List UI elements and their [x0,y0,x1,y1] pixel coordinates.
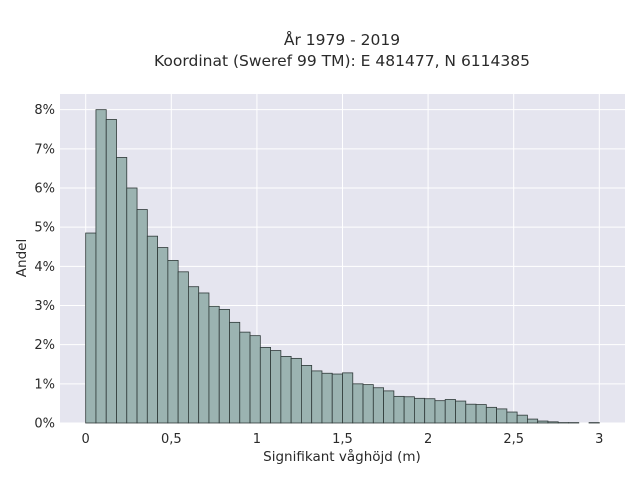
y-tick-label: 4% [34,260,55,275]
histogram-bar [465,403,477,424]
histogram-bar [188,286,200,424]
histogram-bar [116,157,128,424]
y-axis-label: Andel [14,239,30,277]
x-tick-label: 2,5 [503,432,524,447]
histogram-bar [85,232,97,424]
histogram-bar [321,372,333,424]
histogram-bar [290,357,302,424]
histogram-bar [506,411,518,424]
histogram-bar [403,396,415,424]
histogram-bar [157,247,169,424]
histogram-bar [280,356,292,424]
histogram-bar [239,331,251,424]
x-tick-labels: 0 0,5 1 1,5 2 2,5 3 [82,432,604,447]
histogram-bar [95,109,107,424]
histogram-bar [537,420,549,424]
histogram-bar [383,390,395,424]
histogram-bar [229,321,241,424]
bars [85,109,600,424]
histogram-bar [198,292,210,424]
y-tick-label: 1% [34,377,55,392]
histogram-bar [485,406,497,424]
histogram-bar [249,335,261,424]
histogram-bar [331,373,343,424]
histogram-bar [167,260,179,424]
histogram-bar [516,414,528,424]
y-tick-label: 8% [34,103,55,118]
x-tick-label: 0,5 [161,432,182,447]
y-tick-label: 5% [34,221,55,236]
histogram-bar [434,400,446,424]
histogram-bar [218,309,230,424]
histogram-bar [424,398,436,424]
histogram-bar [444,399,456,424]
x-tick-label: 1 [253,432,261,447]
histogram-bar [475,404,487,424]
histogram-bar [311,370,323,424]
histogram-bar [270,350,282,424]
histogram-bar [393,395,405,424]
histogram-bar [372,387,384,424]
histogram-bar [362,384,374,424]
histogram-bar [547,421,559,424]
histogram-bar [414,397,426,424]
x-tick-label: 2 [424,432,432,447]
y-tick-label: 7% [34,142,55,157]
histogram-bar [177,271,189,424]
histogram-bar [126,187,138,424]
chart-title-line-1: År 1979 - 2019 [284,30,400,49]
y-tick-label: 3% [34,299,55,314]
y-tick-label: 6% [34,182,55,197]
x-tick-label: 0 [82,432,90,447]
histogram-bar [527,418,539,424]
x-tick-label: 3 [595,432,603,447]
histogram-bar [259,347,271,424]
y-tick-label: 0% [34,417,55,432]
y-tick-label: 2% [34,338,55,353]
y-tick-labels: 0% 1% 2% 3% 4% 5% 6% 7% 8% [34,103,55,431]
histogram-bar [208,305,220,424]
histogram-bar [352,383,364,424]
histogram-bar [342,372,354,424]
x-axis-label: Signifikant våghöjd (m) [263,448,421,465]
histogram-bar [105,119,117,424]
chart-title-line-2: Koordinat (Sweref 99 TM): E 481477, N 61… [154,52,530,70]
histogram-bar [301,365,313,424]
histogram-bar [146,235,158,424]
histogram-bar [136,209,148,424]
x-tick-label: 1,5 [332,432,353,447]
histogram-bar [496,408,508,424]
histogram-bar [455,400,467,424]
